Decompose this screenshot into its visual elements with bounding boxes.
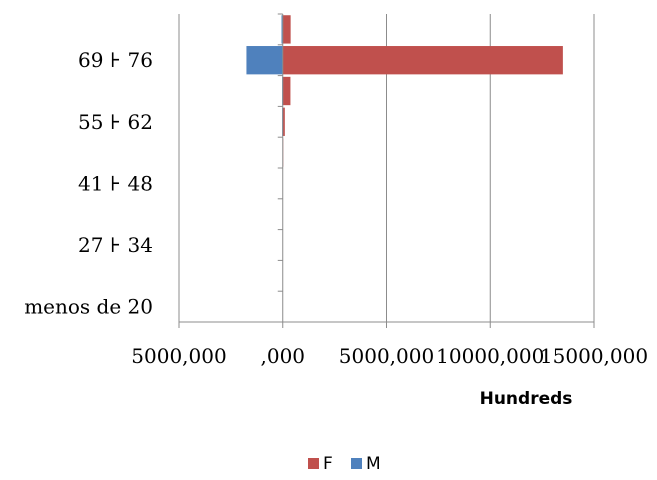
category-labels: menos de 20 27 ⊦ 34 41 ⊦ 48 55 ⊦ 62 69 ⊦ 76 — [24, 48, 153, 318]
category-label-2: 27 ⊦ 34 — [78, 233, 153, 257]
bar-F-7 — [282, 76, 291, 106]
legend-label-M: M — [366, 454, 381, 474]
bar-F-8 — [282, 46, 563, 75]
value-tick-label-4: 15000,000 — [540, 344, 648, 368]
category-label-8: 69 ⊦ 76 — [78, 48, 153, 72]
category-label-0: menos de 20 — [24, 295, 153, 319]
value-tick-label-2: 5000,000 — [339, 344, 434, 368]
category-label-6: 55 ⊦ 62 — [78, 110, 153, 134]
value-tick-label-3: 10000,000 — [436, 344, 544, 368]
legend-swatch-F — [308, 458, 319, 469]
bar-F-9 — [282, 15, 291, 44]
bars — [246, 15, 563, 167]
bar-F-6 — [282, 107, 285, 136]
bar-M-8 — [246, 46, 283, 75]
category-axis — [178, 13, 595, 328]
value-axis-unit-label: Hundreds — [480, 389, 573, 409]
legend-label-F: F — [323, 454, 333, 474]
category-label-4: 41 ⊦ 48 — [78, 171, 153, 195]
bar-M-9 — [281, 15, 283, 44]
value-tick-label-0: 5000,000 — [131, 344, 226, 368]
value-tick-label-1: ,000 — [260, 344, 305, 368]
legend-swatch-M — [351, 458, 362, 469]
